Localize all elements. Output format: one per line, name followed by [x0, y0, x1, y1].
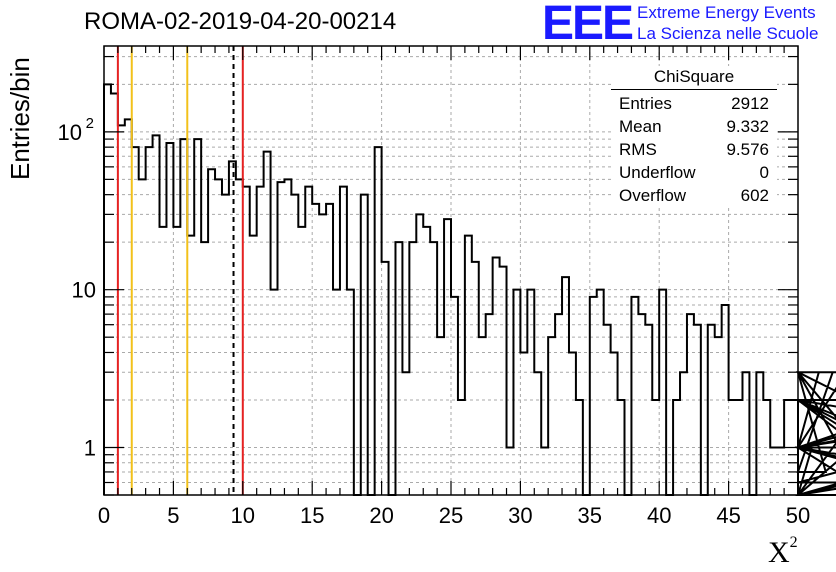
stats-label: Entries	[619, 94, 672, 113]
stats-title: ChiSquare	[611, 66, 777, 90]
reference-lines	[116, 46, 244, 495]
y-axis-label: Entries/bin	[5, 57, 35, 180]
x-tick-label: 25	[439, 503, 463, 528]
x-axis-label: X2	[768, 534, 798, 570]
x-tick-label: 35	[578, 503, 602, 528]
x-tick-label: 10	[231, 503, 255, 528]
stats-value: 0	[759, 163, 769, 182]
stats-value: 602	[740, 186, 769, 205]
stats-value: 9.332	[726, 117, 769, 136]
x-tick-label: 50	[786, 503, 810, 528]
x-tick-label: 0	[98, 503, 110, 528]
stats-row-mean: Mean 9.332	[611, 115, 777, 138]
x-tick-label: 20	[369, 503, 393, 528]
logo-text-line1: Extreme Energy Events	[637, 3, 816, 22]
stats-row-entries: Entries 2912	[611, 92, 777, 115]
stats-value: 2912	[731, 94, 769, 113]
histogram-series	[103, 83, 836, 496]
stats-label: RMS	[619, 140, 657, 159]
eee-logo: EEE	[542, 0, 634, 50]
x-tick-label: 40	[647, 503, 671, 528]
y-tick-label: 10	[58, 120, 82, 145]
x-tick-label: 45	[716, 503, 740, 528]
stats-row-overflow: Overflow 602	[611, 184, 777, 207]
stats-row-rms: RMS 9.576	[611, 138, 777, 161]
histogram-step-line	[103, 83, 836, 496]
y-tick-label-exponent: 2	[86, 115, 94, 132]
stats-row-underflow: Underflow 0	[611, 161, 777, 184]
x-tick-label: 5	[167, 503, 179, 528]
logo-text-line2: La Scienza nelle Scuole	[637, 24, 819, 43]
stats-label: Mean	[619, 117, 662, 136]
y-tick-label: 10	[72, 278, 96, 303]
chart-title: ROMA-02-2019-04-20-00214	[84, 8, 397, 35]
stats-label: Overflow	[619, 186, 687, 205]
stats-value: 9.576	[726, 140, 769, 159]
x-axis-label-superscript: 2	[789, 534, 798, 551]
x-axis-label-base: X	[768, 536, 790, 569]
x-tick-label: 30	[508, 503, 532, 528]
x-tick-label: 15	[300, 503, 324, 528]
stats-box: ChiSquare Entries 2912 Mean 9.332 RMS 9.576…	[611, 66, 777, 207]
y-tick-label: 1	[84, 435, 96, 460]
stats-label: Underflow	[619, 163, 696, 182]
